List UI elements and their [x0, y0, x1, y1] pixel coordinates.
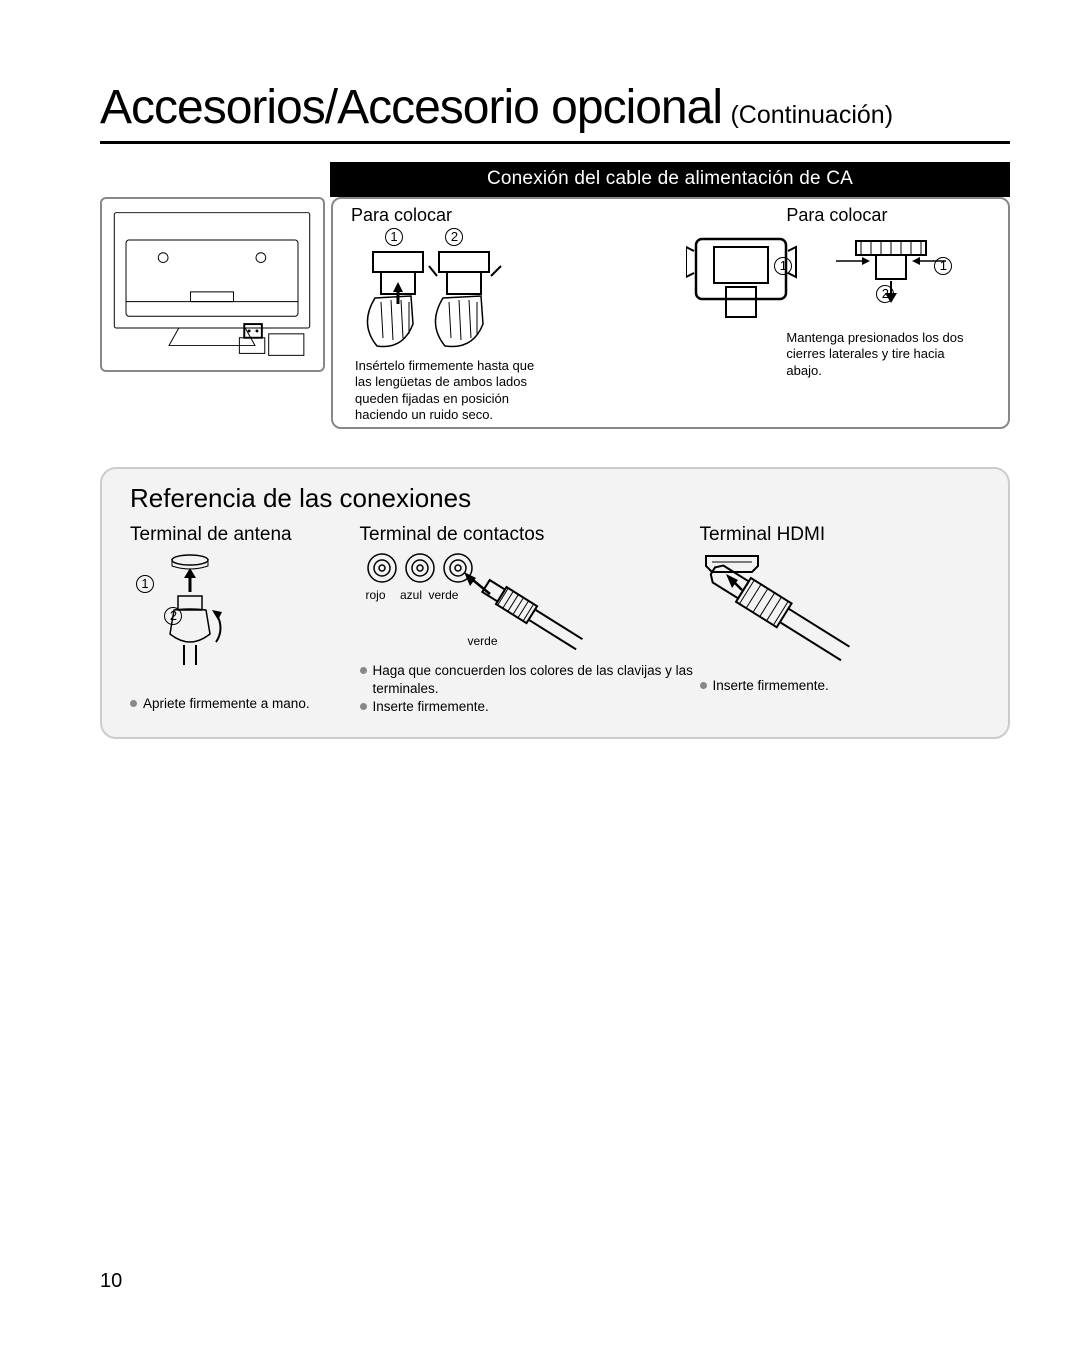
page-title-wrap: Accesorios/Accesorio opcional (Continuac… — [100, 80, 1010, 144]
page-number: 10 — [100, 1270, 122, 1293]
antenna-step-1: 1 — [136, 575, 154, 593]
label-rojo: rojo — [366, 588, 386, 602]
hdmi-bullet-1: Inserte firmemente. — [700, 677, 981, 695]
power-cable-heading: Conexión del cable de alimentación de CA — [330, 162, 1010, 197]
page-title-main: Accesorios/Accesorio opcional — [100, 81, 722, 134]
step-number-1: 1 — [385, 228, 403, 246]
page-title-cont: (Continuación) — [730, 101, 893, 129]
attach-right-caption: Mantenga presionados los dos cierres lat… — [786, 330, 966, 379]
step-number-2: 2 — [445, 228, 463, 246]
attach-instructions: Para colocar 1 2 — [331, 197, 1010, 429]
remove-bracket-icon — [686, 217, 966, 337]
reference-title: Referencia de las conexiones — [130, 483, 980, 514]
power-panel: Para colocar 1 2 — [100, 197, 1010, 429]
hdmi-column: Terminal HDMI — [700, 524, 981, 717]
label-azul: azul — [400, 588, 422, 602]
attach-left-heading: Para colocar — [351, 205, 686, 226]
antenna-heading: Terminal de antena — [130, 524, 360, 546]
label-verde: verde — [428, 588, 458, 602]
insert-hands-icon — [351, 246, 581, 351]
hdmi-heading: Terminal HDMI — [700, 524, 981, 546]
label-verde2: verde — [468, 634, 498, 648]
bullet-icon — [130, 700, 137, 707]
attach-left-caption: Insértelo firmemente hasta que las lengü… — [355, 358, 535, 423]
pin-bullet-1: Haga que concuerden los colores de las c… — [360, 662, 700, 698]
antenna-terminal-icon — [130, 550, 260, 665]
pin-heading: Terminal de contactos — [360, 524, 700, 546]
bullet-icon — [360, 703, 367, 710]
bullet-icon — [700, 682, 707, 689]
reference-panel: Referencia de las conexiones Terminal de… — [100, 467, 1010, 739]
pin-bullet-2: Inserte firmemente. — [360, 698, 700, 716]
antenna-column: Terminal de antena — [130, 524, 360, 717]
antenna-bullet-1: Apriete firmemente a mano. — [130, 695, 360, 713]
bullet-icon — [360, 667, 367, 674]
pin-column: Terminal de contactos — [360, 524, 700, 717]
tv-rear-diagram — [100, 197, 325, 372]
